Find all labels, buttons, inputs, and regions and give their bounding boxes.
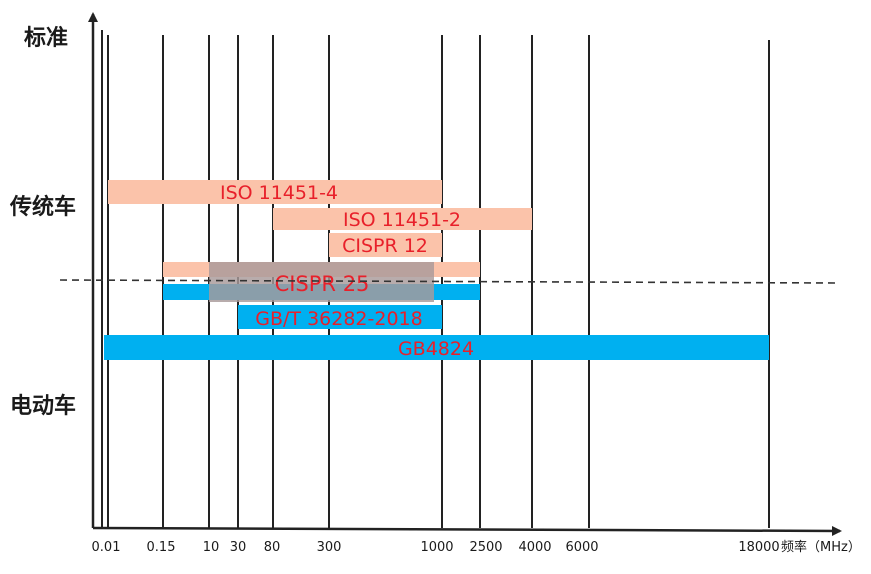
bar-iso-11451-4	[108, 180, 442, 204]
bar-gb-t-36282-2018	[238, 305, 442, 329]
x-tick-label-0.01: 0.01	[92, 540, 121, 555]
bar-gb4824-label: GB4824	[398, 338, 474, 360]
x-axis	[92, 525, 842, 536]
group-separator	[59, 279, 836, 284]
x-tick-label-10: 10	[203, 540, 220, 555]
bar-cispr-25-label: CISPR 25	[275, 272, 370, 296]
bar-gb4824	[104, 335, 769, 360]
bar-gb-t-36282-2018-label: GB/T 36282-2018	[255, 308, 422, 330]
group-label-electric: 电动车	[10, 393, 76, 419]
x-tick-label-4000: 4000	[518, 540, 551, 555]
x-tick-label-0.15: 0.15	[147, 540, 176, 555]
bar-cispr-12	[329, 233, 442, 257]
dashed-separator-line	[59, 279, 836, 284]
x-tick-label-6000: 6000	[565, 540, 598, 555]
x-tick-label-300: 300	[317, 540, 342, 555]
bar-cispr-12-label: CISPR 12	[342, 235, 428, 257]
bar-iso-11451-2	[273, 208, 532, 230]
y-axis-label: 标准	[24, 25, 68, 51]
x-axis-label: 频率（MHz）	[781, 539, 861, 555]
x-tick-label-1000: 1000	[420, 540, 453, 555]
bar-iso-11451-2-label: ISO 11451-2	[343, 209, 461, 231]
bar-iso-11451-4-label: ISO 11451-4	[220, 182, 338, 204]
x-tick-label-80: 80	[264, 540, 281, 555]
x-tick-label-30: 30	[230, 540, 247, 555]
tick-labels: 0.01 0.15 10 30 80 300 1000 2500 4000 6000 18000 频率…	[92, 539, 861, 555]
gridlines	[101, 30, 770, 528]
x-tick-label-2500: 2500	[469, 540, 502, 555]
group-label-traditional: 传统车	[9, 194, 76, 220]
axes	[88, 12, 842, 536]
x-tick-label-18000: 18000	[738, 540, 779, 555]
